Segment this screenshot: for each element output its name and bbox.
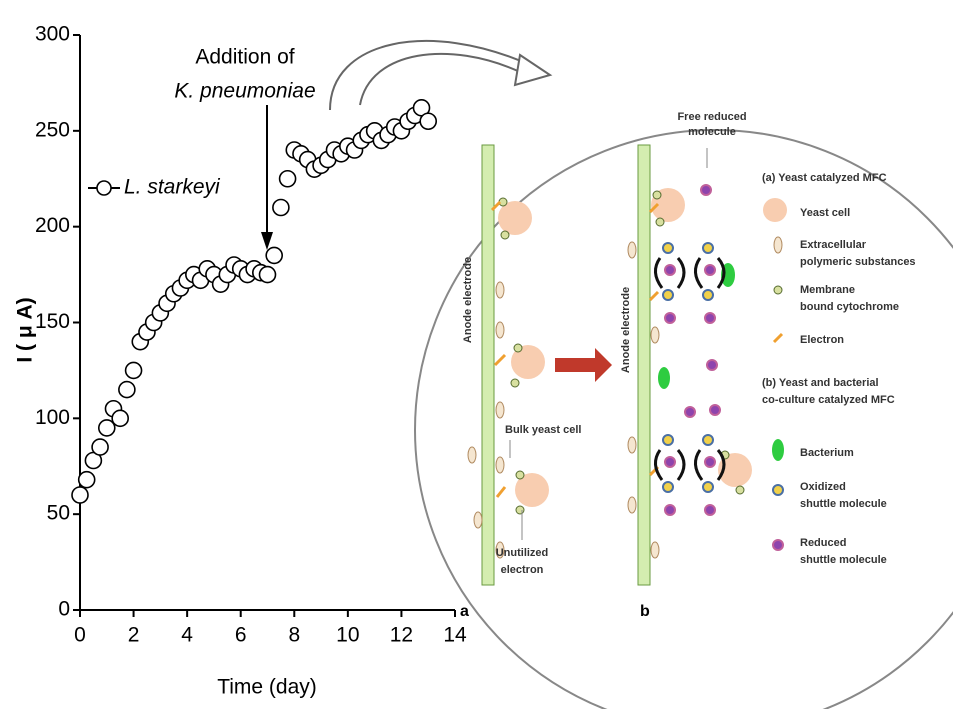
x-tick-label: 14	[443, 624, 467, 647]
y-tick-label: 250	[35, 118, 70, 141]
electrode	[638, 145, 650, 585]
legend-label: Reduced	[800, 537, 846, 549]
x-tick-label: 8	[288, 624, 300, 647]
data-point	[273, 200, 289, 216]
y-tick-label: 50	[47, 502, 70, 525]
annotation: K. pneumoniae	[174, 80, 315, 103]
legend-title: co-culture catalyzed MFC	[762, 394, 895, 406]
data-point	[266, 247, 282, 263]
x-tick-label: 12	[390, 624, 413, 647]
y-tick-label: 150	[35, 310, 70, 333]
diagram-label: Bulk yeast cell	[505, 424, 581, 436]
annotation: Addition of	[195, 46, 294, 69]
page: Free reduced molecule (a) Yeast catalyze…	[0, 0, 953, 709]
data-point	[280, 171, 296, 187]
y-tick-label: 300	[35, 23, 70, 46]
legend-label: bound cytochrome	[800, 301, 899, 313]
legend-label: Oxidized	[800, 481, 846, 493]
panel-label: a	[460, 603, 469, 620]
y-axis-label: I ( μ A)	[14, 297, 37, 362]
diagram-label: Unutilized	[496, 547, 549, 559]
electrode-label: Anode electrode	[620, 287, 632, 373]
legend-label: Bacterium	[800, 447, 854, 459]
panel-label: b	[640, 603, 650, 620]
diagram-label: electron	[501, 564, 544, 576]
data-point	[79, 472, 95, 488]
legend-marker	[97, 181, 111, 195]
legend-title: (a) Yeast catalyzed MFC	[762, 172, 887, 184]
x-tick-label: 4	[181, 624, 193, 647]
data-point	[112, 410, 128, 426]
y-tick-label: 200	[35, 214, 70, 237]
legend-label: L. starkeyi	[124, 176, 221, 199]
diagram-label: molecule	[688, 126, 736, 138]
x-tick-label: 6	[235, 624, 247, 647]
electrode	[482, 145, 494, 585]
x-tick-label: 2	[128, 624, 140, 647]
legend-label: shuttle molecule	[800, 554, 887, 566]
data-point	[420, 113, 436, 129]
x-tick-label: 10	[336, 624, 359, 647]
y-tick-label: 100	[35, 406, 70, 429]
figure: Free reduced molecule (a) Yeast catalyze…	[0, 0, 953, 709]
legend-label: Extracellular	[800, 239, 867, 251]
legend-label: Electron	[800, 334, 844, 346]
legend-label: polymeric substances	[800, 256, 916, 268]
diagram-label: Free reduced	[677, 111, 746, 123]
data-point	[126, 362, 142, 378]
data-point	[119, 382, 135, 398]
x-tick-label: 0	[74, 624, 86, 647]
legend-label: Membrane	[800, 284, 855, 296]
legend-label: shuttle molecule	[800, 498, 887, 510]
electrode-label: Anode electrode	[462, 257, 474, 343]
data-point	[92, 439, 108, 455]
data-point	[72, 487, 88, 503]
legend-title: (b) Yeast and bacterial	[762, 377, 879, 389]
legend-label: Yeast cell	[800, 207, 850, 219]
x-axis-label: Time (day)	[217, 676, 317, 699]
data-point	[260, 267, 276, 283]
y-tick-label: 0	[58, 598, 70, 621]
